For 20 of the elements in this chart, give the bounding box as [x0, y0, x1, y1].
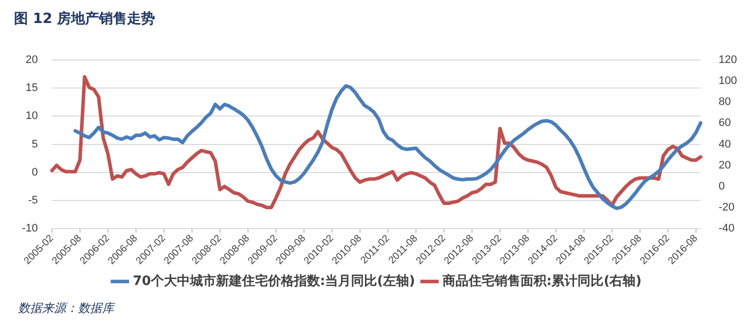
y2-tick-label: 120 — [718, 54, 738, 66]
y2-tick-label: 0 — [718, 180, 725, 192]
y2-tick-label: -20 — [718, 202, 735, 214]
y2-tick-label: -40 — [718, 222, 735, 235]
y-tick-label: 20 — [26, 54, 38, 66]
source-note: 数据来源：数据库 — [18, 300, 114, 317]
y2-tick-label: 60 — [718, 117, 731, 130]
legend-label: 商品住宅销售面积:累计同比(右轴) — [442, 272, 642, 289]
y2-tick-label: 80 — [718, 96, 731, 108]
y-tick-label: 15 — [26, 82, 38, 94]
y2-tick-label: 100 — [718, 75, 738, 88]
y-tick-label: -10 — [22, 222, 38, 235]
y-tick-label: 10 — [26, 110, 38, 122]
y-tick-label: 5 — [32, 138, 38, 150]
y-tick-label: -5 — [28, 194, 38, 206]
y2-tick-label: 20 — [718, 159, 731, 172]
y2-tick-label: 40 — [718, 138, 731, 150]
legend-label: 70个大中城市新建住宅价格指数:当月同比(左轴) — [132, 272, 416, 289]
chart-title: 图 12 房地产销售走势 — [14, 10, 156, 28]
y-tick-label: 0 — [32, 166, 38, 178]
